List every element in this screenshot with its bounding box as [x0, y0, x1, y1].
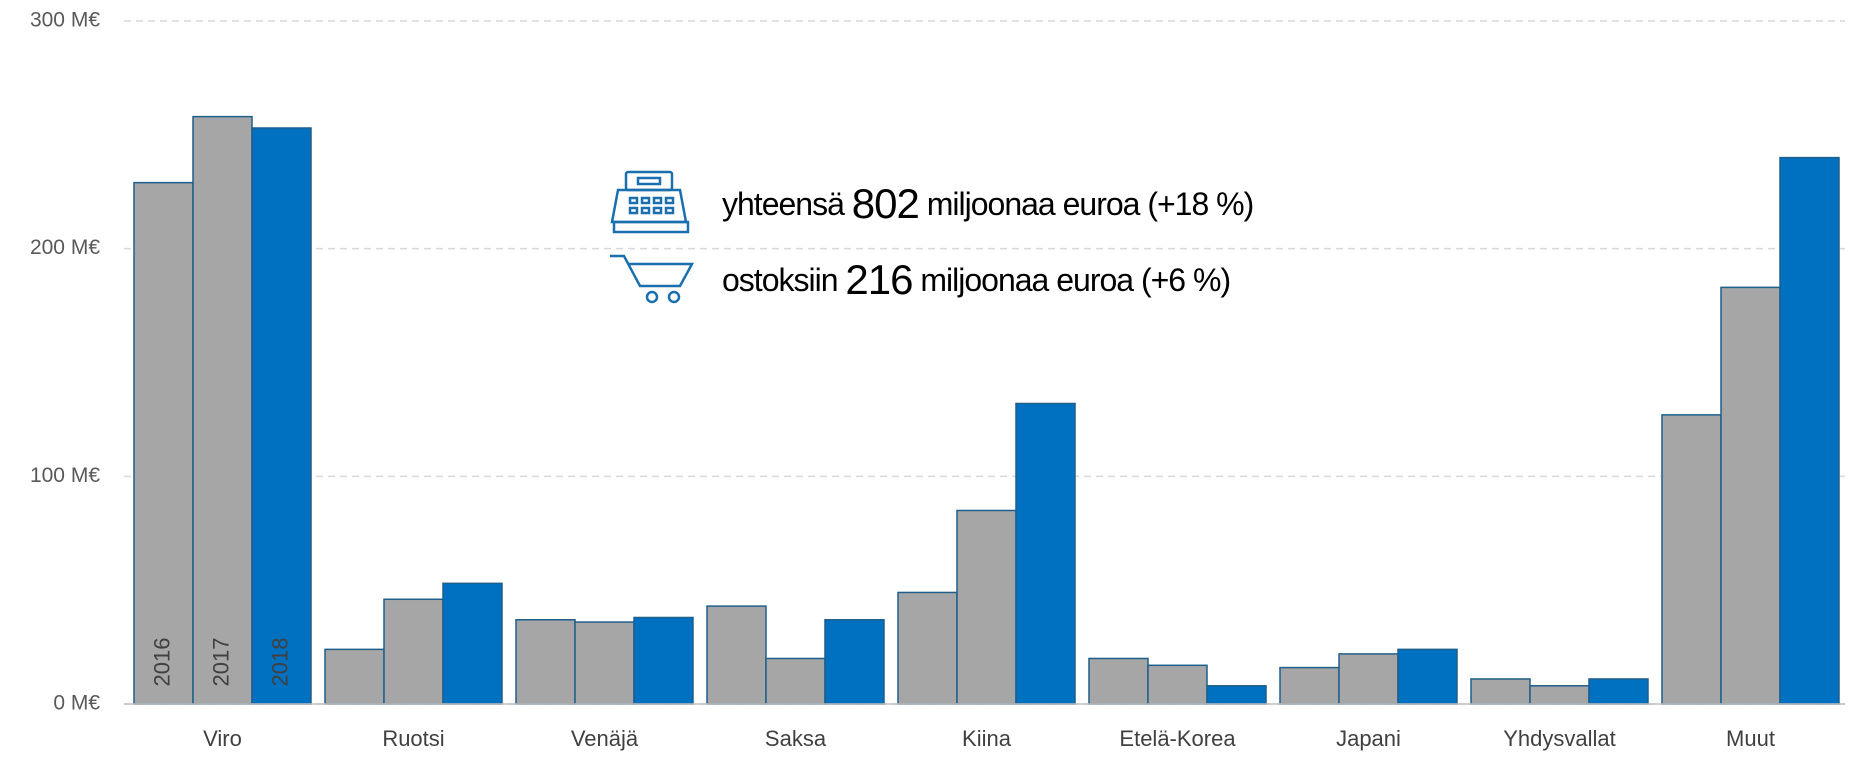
annotation-suffix: miljoonaa euroa (+6 %) [920, 262, 1230, 298]
bar [574, 621, 635, 705]
x-tick-label: Yhdysvallat [1503, 726, 1616, 751]
bar [1338, 653, 1399, 705]
bar [1661, 414, 1722, 705]
bar [706, 605, 767, 705]
bar [1397, 648, 1458, 705]
bar [251, 127, 312, 705]
cart-icon [610, 254, 695, 304]
bar [1015, 402, 1076, 705]
bar [324, 648, 385, 705]
legend-label: 2017 [208, 638, 233, 687]
bar [1779, 156, 1840, 705]
bar [442, 582, 503, 705]
bar [192, 115, 253, 705]
bar [1588, 678, 1649, 705]
annotation-number: 802 [852, 180, 919, 227]
x-tick-label: Kiina [962, 726, 1012, 751]
annotation-number: 216 [845, 256, 912, 303]
x-tick-label: Saksa [765, 726, 827, 751]
legend-label: 2016 [149, 638, 174, 687]
bar [133, 181, 194, 705]
bar [1147, 664, 1208, 705]
x-tick-label: Etelä-Korea [1119, 726, 1236, 751]
bar [1720, 286, 1781, 705]
annotation: yhteensä 802 miljoonaa euroa (+18 %) [722, 180, 1253, 227]
bar [515, 619, 576, 705]
x-tick-label: Muut [1726, 726, 1775, 751]
x-tick-label: Ruotsi [382, 726, 444, 751]
annotation-prefix: yhteensä [722, 186, 845, 222]
bar [956, 509, 1017, 705]
legend-label: 2018 [267, 638, 292, 687]
y-tick-label: 0 M€ [53, 692, 100, 715]
bar [1206, 685, 1267, 705]
register-icon [610, 170, 690, 234]
bar [897, 591, 958, 705]
bar [633, 616, 694, 705]
bar [1529, 685, 1590, 705]
x-tick-label: Japani [1336, 726, 1401, 751]
bar [1088, 657, 1149, 705]
bar [383, 598, 444, 705]
y-tick-label: 100 M€ [30, 464, 100, 487]
x-tick-label: Viro [203, 726, 242, 751]
annotation: ostoksiin 216 miljoonaa euroa (+6 %) [722, 256, 1230, 303]
bar [824, 619, 885, 705]
annotation-prefix: ostoksiin [722, 262, 838, 298]
y-tick-label: 200 M€ [30, 236, 100, 259]
x-tick-label: Venäjä [571, 726, 639, 751]
y-tick-label: 300 M€ [30, 9, 100, 32]
annotation-suffix: miljoonaa euroa (+18 %) [927, 186, 1254, 222]
bar [1470, 678, 1531, 705]
bar [765, 657, 826, 705]
bar [1279, 666, 1340, 705]
